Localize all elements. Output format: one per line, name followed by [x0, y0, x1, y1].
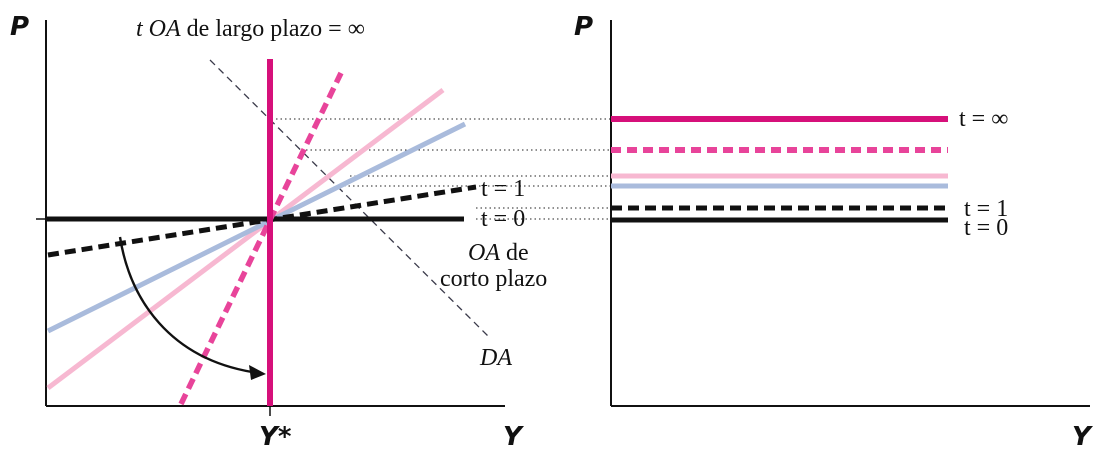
ystar-label: Y* — [259, 422, 292, 449]
demand-label: DA — [479, 345, 512, 371]
right-t-inf-label: t = ∞ — [959, 106, 1008, 132]
supply-curve-pink-dashed — [178, 71, 344, 406]
left-t1-label: t = 1 — [481, 176, 525, 202]
right-panel: P Y t = ∞ t = 1 t = 0 — [574, 12, 1094, 449]
right-t0-label: t = 0 — [964, 215, 1008, 241]
adjustment-arrow — [118, 236, 253, 374]
left-panel: P Y Y* t OA de largo plazo = ∞ t = 1 t =… — [10, 12, 610, 449]
left-y-axis-label: P — [10, 12, 29, 42]
left-x-axis-label: Y — [503, 422, 525, 449]
short-run-supply-label-line2: corto plazo — [440, 266, 547, 292]
right-y-axis-label: P — [574, 12, 593, 42]
supply-curve-t1 — [47, 184, 477, 258]
short-run-supply-label-line1: OA de — [468, 240, 529, 266]
long-run-supply-label: t OA de largo plazo = ∞ — [136, 16, 365, 42]
demand-curve-da — [209, 59, 491, 339]
right-t1-label: t = 1 — [964, 196, 1008, 222]
supply-curve-pink-light — [46, 88, 445, 390]
adjustment-arrowhead — [249, 365, 266, 380]
right-x-axis-label: Y — [1072, 422, 1094, 449]
left-t0-label: t = 0 — [481, 206, 525, 232]
supply-curve-blue-light — [46, 121, 467, 334]
